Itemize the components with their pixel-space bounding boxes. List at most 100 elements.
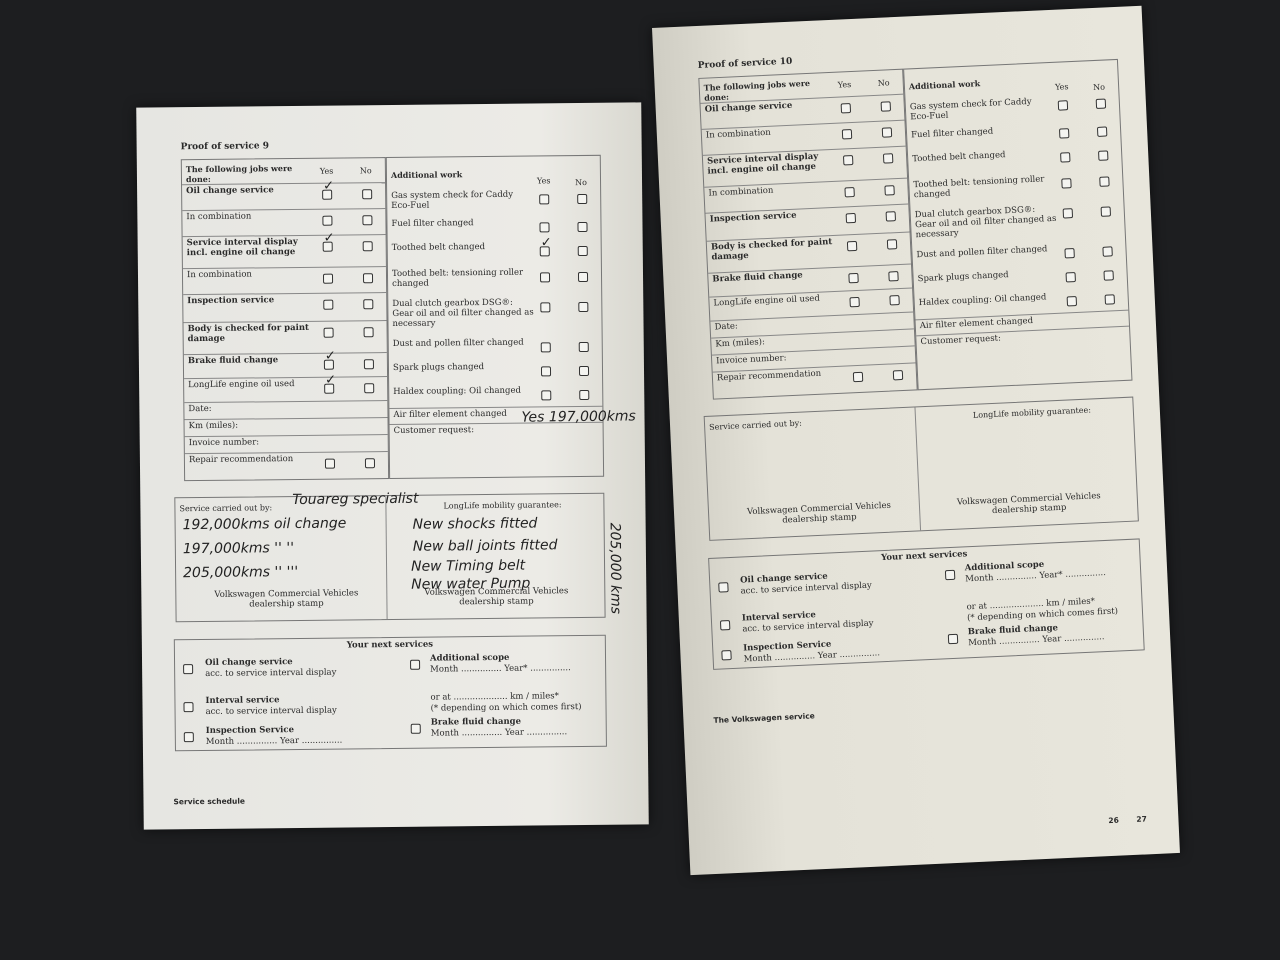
yes-checkbox[interactable] (1060, 152, 1071, 163)
yes-checkbox[interactable] (1065, 272, 1076, 283)
no-checkbox[interactable] (1099, 176, 1110, 187)
no-checkbox[interactable] (578, 341, 589, 353)
yes-header: Yes (536, 176, 551, 186)
no-checkbox[interactable] (1100, 206, 1112, 217)
no-checkbox[interactable] (881, 127, 893, 138)
no-checkbox[interactable] (1103, 270, 1114, 281)
yes-checkbox[interactable] (848, 272, 859, 284)
additional-row: Fuel filter changed (387, 216, 600, 242)
yes-checkbox[interactable] (845, 212, 857, 224)
no-checkbox[interactable] (577, 271, 589, 283)
yes-checkbox[interactable] (1064, 248, 1075, 259)
yes-checkbox[interactable] (540, 366, 552, 377)
field-label: Invoice number: (188, 437, 260, 449)
yes-checkbox[interactable] (539, 222, 550, 233)
job-label: Brake fluid change (187, 355, 279, 367)
longlife-label: LongLife mobility guarantee: (443, 500, 562, 511)
additional-row: Dual clutch gearbox DSG®: Gear oil and o… (388, 296, 601, 338)
yes-checkbox[interactable] (540, 302, 551, 313)
yes-checkbox[interactable] (541, 390, 552, 401)
yes-checkbox[interactable] (322, 273, 334, 284)
yes-checkbox[interactable] (846, 240, 858, 252)
no-checkbox[interactable] (889, 295, 900, 306)
yes-checkbox[interactable] (539, 272, 551, 283)
yes-checkbox[interactable] (842, 155, 854, 166)
job-row: LongLife engine oil used ✓ (184, 373, 388, 403)
no-checkbox[interactable] (892, 369, 904, 381)
yes-checkbox[interactable] (1057, 100, 1069, 111)
job-label: LongLife engine oil used (188, 379, 295, 391)
additional-scope-checkbox[interactable] (944, 569, 956, 581)
no-checkbox[interactable] (363, 327, 374, 338)
job-label: In combination (705, 127, 772, 141)
no-checkbox[interactable] (362, 189, 373, 200)
no-checkbox[interactable] (363, 299, 374, 310)
no-header: No (877, 78, 890, 88)
no-checkbox[interactable] (364, 458, 376, 469)
yes-checkbox[interactable] (323, 327, 334, 338)
yes-checkbox[interactable] (323, 299, 334, 310)
yes-checkbox[interactable] (1066, 296, 1078, 307)
page-title: Proof of service 9 (180, 141, 270, 153)
oil-checkbox[interactable] (718, 582, 729, 593)
additional-table: Additional work Yes No Gas system check for… (903, 58, 1133, 392)
no-checkbox[interactable] (884, 185, 895, 196)
job-row: In combination (182, 208, 386, 237)
no-checkbox[interactable] (578, 365, 590, 377)
no-checkbox[interactable] (886, 239, 898, 250)
no-checkbox[interactable] (1104, 294, 1116, 305)
yes-checkbox[interactable] (1058, 128, 1070, 139)
no-checkbox[interactable] (577, 245, 588, 257)
job-label: In combination (708, 185, 774, 199)
inspection-sub: Month ............... Year .............… (205, 735, 343, 747)
brake-checkbox[interactable] (410, 723, 421, 734)
interval-checkbox[interactable] (719, 620, 731, 631)
additional-label: Dust and pollen filter changed (392, 337, 524, 349)
no-checkbox[interactable] (577, 221, 588, 233)
no-checkbox[interactable] (579, 389, 590, 401)
no-checkbox[interactable] (882, 153, 894, 164)
additional-row: Haldex coupling: Oil changed (389, 384, 602, 408)
no-checkbox[interactable] (577, 193, 588, 205)
handwritten-air: Yes 197,000kms (521, 408, 636, 426)
yes-checkbox[interactable] (844, 186, 855, 198)
no-checkbox[interactable] (362, 241, 373, 252)
yes-checkbox[interactable] (1061, 178, 1072, 189)
yes-checkbox[interactable] (539, 194, 550, 205)
checkmark-icon: ✓ (323, 230, 335, 246)
interval-checkbox[interactable] (183, 702, 194, 713)
no-checkbox[interactable] (1098, 150, 1109, 161)
no-checkbox[interactable] (1095, 98, 1107, 109)
yes-checkbox[interactable] (840, 103, 852, 114)
no-checkbox[interactable] (578, 301, 589, 313)
field-label: Repair recommendation (188, 454, 294, 466)
yes-checkbox[interactable] (324, 458, 336, 469)
no-checkbox[interactable] (363, 359, 374, 370)
brake-label: Brake fluid change (430, 716, 522, 728)
yes-checkbox[interactable] (322, 215, 333, 226)
inspection-checkbox[interactable] (721, 650, 732, 661)
additional-label: Toothed belt: tensioning roller changed (913, 174, 1045, 201)
yes-checkbox[interactable] (841, 129, 853, 140)
no-checkbox[interactable] (885, 211, 897, 222)
yes-checkbox[interactable] (540, 342, 551, 353)
no-checkbox[interactable] (364, 383, 375, 394)
inspection-checkbox[interactable] (183, 732, 194, 743)
no-checkbox[interactable] (362, 273, 374, 284)
yes-checkbox[interactable] (1062, 208, 1074, 219)
no-header: No (359, 166, 372, 176)
no-checkbox[interactable] (888, 271, 899, 282)
yes-checkbox[interactable] (852, 371, 864, 383)
no-checkbox[interactable] (880, 101, 892, 112)
no-checkbox[interactable] (362, 215, 373, 226)
no-checkbox[interactable] (1096, 126, 1108, 137)
additional-label: Gas system check for Caddy Eco-Fuel (909, 96, 1032, 123)
oil-checkbox[interactable] (183, 664, 194, 675)
brake-checkbox[interactable] (947, 633, 959, 645)
yes-checkbox[interactable] (849, 296, 860, 308)
service-box: Service carried out by: LongLife mobility… (703, 396, 1139, 541)
no-checkbox[interactable] (1102, 246, 1113, 257)
job-row: In combination (182, 266, 387, 295)
additional-label: Spark plugs changed (392, 362, 485, 373)
additional-scope-checkbox[interactable] (410, 659, 421, 670)
